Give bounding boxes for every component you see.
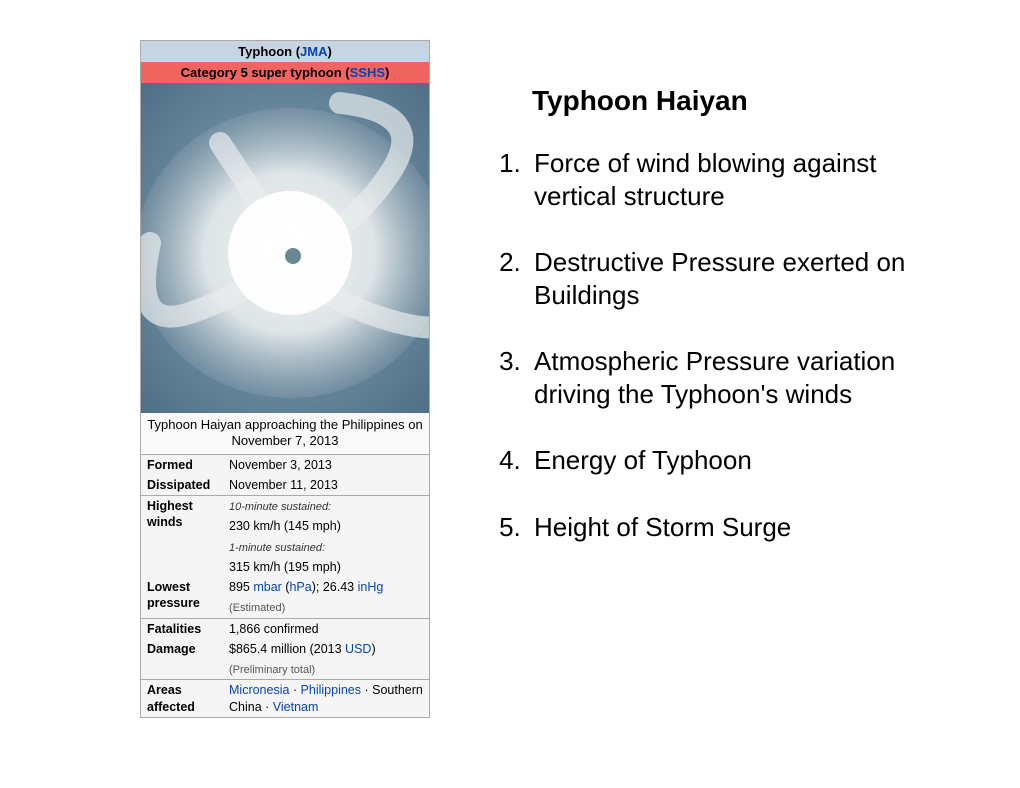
infobox-caption: Typhoon Haiyan approaching the Philippin… <box>141 413 429 454</box>
winds-10min-note: 10-minute sustained: <box>229 499 331 514</box>
list-item: Energy of Typhoon <box>528 444 960 477</box>
pressure-value: 895 mbar (hPa); 26.43 inHg <box>223 577 429 597</box>
dissipated-label: Dissipated <box>141 475 223 496</box>
hpa-link[interactable]: hPa <box>289 580 311 594</box>
typhoon-satellite-image <box>141 83 429 413</box>
inhg-link[interactable]: inHg <box>358 580 384 594</box>
infobox-table: Formed November 3, 2013 Dissipated Novem… <box>141 454 429 717</box>
topic-list: Force of wind blowing against vertical s… <box>490 147 960 543</box>
dissipated-value: November 11, 2013 <box>223 475 429 496</box>
fatalities-value: 1,866 confirmed <box>223 618 429 639</box>
header1-prefix: Typhoon ( <box>238 44 300 59</box>
infobox-header-sshs: Category 5 super typhoon (SSHS) <box>141 62 429 83</box>
philippines-link[interactable]: Philippines <box>301 683 361 697</box>
damage-value: $865.4 million (2013 USD) <box>223 639 429 659</box>
micronesia-link[interactable]: Micronesia <box>229 683 289 697</box>
content-panel: Typhoon Haiyan Force of wind blowing aga… <box>490 40 960 718</box>
winds-10min-value: 230 km/h (145 mph) <box>223 516 429 536</box>
header2-suffix: ) <box>385 65 389 80</box>
damage-label: Damage <box>141 639 223 680</box>
areas-label: Areas affected <box>141 680 223 717</box>
formed-label: Formed <box>141 454 223 475</box>
damage-note: (Preliminary total) <box>229 664 315 676</box>
winds-1min-note: 1-minute sustained: <box>229 540 325 555</box>
areas-value: Micronesia · Philippines · Southern Chin… <box>223 680 429 717</box>
pressure-label: Lowest pressure <box>141 577 223 618</box>
header2-prefix: Category 5 super typhoon ( <box>181 65 350 80</box>
list-item: Destructive Pressure exerted on Building… <box>528 246 960 311</box>
infobox-header-jma: Typhoon (JMA) <box>141 41 429 62</box>
formed-value: November 3, 2013 <box>223 454 429 475</box>
header1-suffix: ) <box>327 44 331 59</box>
usd-link[interactable]: USD <box>345 642 371 656</box>
list-item: Height of Storm Surge <box>528 511 960 544</box>
winds-1min-value: 315 km/h (195 mph) <box>223 557 429 577</box>
jma-link[interactable]: JMA <box>300 44 327 59</box>
mbar-link[interactable]: mbar <box>253 580 281 594</box>
list-item: Atmospheric Pressure variation driving t… <box>528 345 960 410</box>
winds-label: Highest winds <box>141 496 223 578</box>
vietnam-link[interactable]: Vietnam <box>273 700 319 714</box>
fatalities-label: Fatalities <box>141 618 223 639</box>
infobox: Typhoon (JMA) Category 5 super typhoon (… <box>140 40 430 718</box>
page-title: Typhoon Haiyan <box>532 85 960 117</box>
sshs-link[interactable]: SSHS <box>350 65 385 80</box>
list-item: Force of wind blowing against vertical s… <box>528 147 960 212</box>
pressure-note: (Estimated) <box>229 602 285 614</box>
